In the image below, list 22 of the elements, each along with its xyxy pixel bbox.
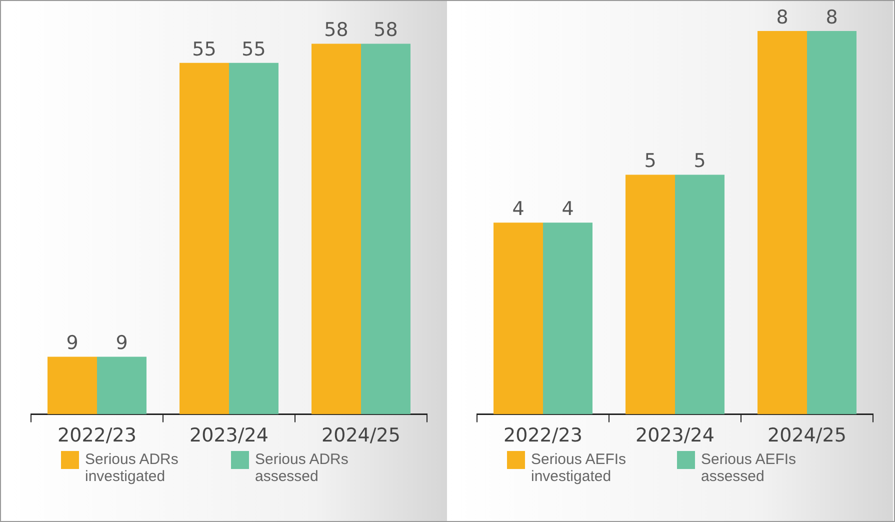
data-label: 8 [826, 6, 838, 28]
x-tick-label: 2024/25 [768, 424, 846, 447]
data-label: 8 [776, 6, 788, 28]
data-label: 4 [512, 198, 524, 220]
data-label: 9 [66, 332, 78, 354]
data-label: 58 [324, 19, 348, 42]
legend-label: Serious ADRs investigated [85, 451, 180, 485]
data-label: 5 [694, 150, 706, 172]
legend-label: Serious ADRs assessed [255, 451, 350, 485]
legend-label: Serious AEFIs assessed [701, 451, 798, 485]
x-tick-label: 2023/24 [190, 424, 268, 447]
x-tick-label: 2022/23 [504, 424, 582, 447]
x-tick-label: 2024/25 [322, 424, 400, 447]
data-label: 9 [116, 332, 128, 354]
x-tick-label: 2023/24 [636, 424, 714, 447]
data-label: 58 [374, 19, 398, 42]
data-label: 55 [242, 38, 266, 60]
data-label: 4 [562, 198, 574, 220]
data-label: 55 [192, 38, 216, 60]
data-label: 5 [644, 150, 656, 172]
x-tick-label: 2022/23 [58, 424, 136, 447]
legend-label: Serious AEFIs investigated [531, 451, 628, 485]
